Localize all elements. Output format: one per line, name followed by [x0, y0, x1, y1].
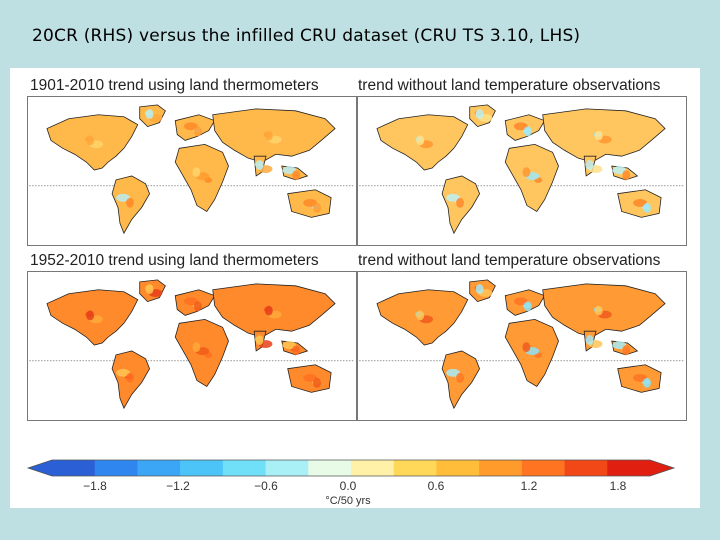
- continent-asia: [212, 108, 336, 163]
- map-panel-4: [357, 271, 687, 421]
- colorbar-segment: [94, 460, 138, 476]
- trend-blotch: [585, 160, 594, 171]
- trend-blotch: [643, 202, 651, 213]
- colorbar-segment: [137, 460, 181, 476]
- trend-blotch: [255, 160, 264, 171]
- colorbar-segment: [180, 460, 224, 476]
- colorbar-tick-2: −1.2: [166, 479, 190, 493]
- colorbar-outline: [26, 459, 676, 477]
- trend-blotch: [475, 284, 484, 295]
- trend-blotch: [86, 135, 95, 146]
- world-map-1: [29, 104, 355, 235]
- colorbar-segment: [564, 460, 608, 476]
- trend-blotch: [292, 345, 301, 356]
- continent-asia: [542, 108, 666, 163]
- trend-blotch: [303, 373, 317, 382]
- trend-blotch: [523, 126, 532, 137]
- colorbar-tick-6: 1.2: [520, 479, 538, 493]
- colorbar-segment: [436, 460, 480, 476]
- colorbar-segment: [521, 460, 566, 476]
- trend-blotch: [622, 345, 631, 356]
- trend-blotch: [594, 130, 603, 141]
- trend-blotch: [292, 170, 301, 181]
- colorbar-min-arrow: [28, 460, 52, 476]
- trend-blotch: [612, 341, 627, 350]
- colorbar-segment: [351, 460, 395, 476]
- panel-title-4: trend without land temperature observati…: [358, 252, 661, 269]
- colorbar-segment: [52, 460, 96, 476]
- trend-blotch: [456, 197, 464, 208]
- trend-blotch: [126, 197, 134, 208]
- trend-blotch: [522, 167, 531, 178]
- colorbar-segment: [308, 460, 352, 476]
- trend-blotch: [193, 126, 202, 137]
- map-panel-1: [27, 96, 357, 246]
- trend-blotch: [633, 198, 647, 207]
- trend-blotch: [622, 170, 631, 181]
- trend-blotch: [446, 368, 461, 377]
- colorbar-tick-4: 0.0: [339, 479, 357, 493]
- trend-blotch: [264, 305, 273, 316]
- trend-blotch: [416, 310, 425, 321]
- trend-blotch: [313, 202, 321, 213]
- trend-blotch: [446, 193, 461, 202]
- trend-blotch: [183, 297, 198, 306]
- trend-blotch: [513, 297, 528, 306]
- colorbar-segment: [393, 460, 437, 476]
- trend-blotch: [264, 130, 273, 141]
- trend-blotch: [416, 135, 425, 146]
- trend-figure: 1901-2010 trend using land thermometers …: [10, 68, 700, 508]
- trend-blotch: [145, 284, 154, 295]
- trend-blotch: [594, 305, 603, 316]
- colorbar-tick-7: 1.8: [609, 479, 627, 493]
- colorbar-max-arrow: [650, 460, 674, 476]
- colorbar-unit: °C/50 yrs: [325, 495, 371, 507]
- colorbar-tick-1: −1.8: [83, 479, 107, 493]
- colorbar-segment: [265, 460, 309, 476]
- panel-title-2: trend without land temperature observati…: [358, 77, 661, 94]
- trend-blotch: [183, 122, 198, 131]
- map-panel-3: [27, 271, 357, 421]
- trend-blotch: [192, 167, 201, 178]
- trend-blotch: [612, 166, 627, 175]
- world-map-4: [359, 279, 685, 410]
- map-panel-2: [357, 96, 687, 246]
- trend-blotch: [193, 301, 202, 312]
- trend-blotch: [145, 109, 154, 120]
- trend-blotch: [313, 377, 321, 388]
- trend-blotch: [86, 310, 95, 321]
- trend-blotch: [456, 372, 464, 383]
- colorbar-segment: [479, 460, 523, 476]
- trend-blotch: [585, 335, 594, 346]
- trend-blotch: [303, 198, 317, 207]
- world-map-3: [29, 279, 355, 410]
- colorbar-tick-3: −0.6: [254, 479, 278, 493]
- trend-blotch: [522, 342, 531, 353]
- panel-title-3: 1952-2010 trend using land thermometers: [30, 252, 319, 269]
- trend-blotch: [255, 335, 264, 346]
- panel-title-1: 1901-2010 trend using land thermometers: [30, 77, 319, 94]
- colorbar: [22, 454, 680, 486]
- colorbar-segment: [607, 460, 651, 476]
- trend-blotch: [523, 301, 532, 312]
- continent-asia: [542, 283, 666, 338]
- trend-blotch: [282, 341, 297, 350]
- trend-blotch: [192, 342, 201, 353]
- trend-blotch: [643, 377, 651, 388]
- colorbar-tick-5: 0.6: [427, 479, 445, 493]
- colorbar-segment: [222, 460, 267, 476]
- trend-blotch: [282, 166, 297, 175]
- trend-blotch: [116, 193, 131, 202]
- trend-blotch: [126, 372, 134, 383]
- trend-blotch: [475, 109, 484, 120]
- trend-blotch: [513, 122, 528, 131]
- trend-blotch: [633, 373, 647, 382]
- trend-blotch: [116, 368, 131, 377]
- slide-title: 20CR (RHS) versus the infilled CRU datas…: [32, 26, 581, 46]
- world-map-2: [359, 104, 685, 235]
- continent-asia: [212, 283, 336, 338]
